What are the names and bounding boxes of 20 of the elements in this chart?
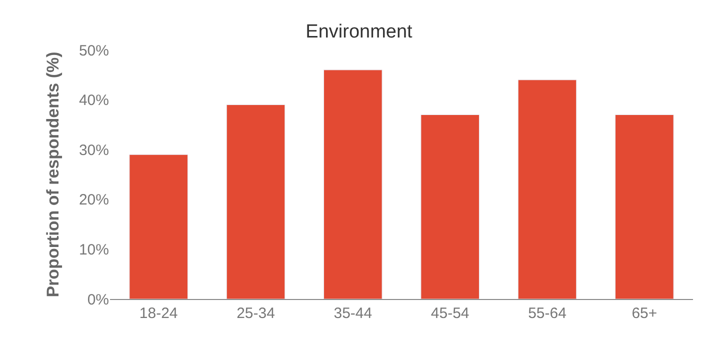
y-tick-label: 10% [78, 241, 109, 258]
x-tick-label: 25-34 [236, 305, 275, 322]
x-tick-label: 45-54 [430, 305, 470, 322]
y-tick-label: 50% [78, 42, 109, 60]
bar [129, 154, 188, 299]
y-axis-title: Proportion of respondents (%) [44, 52, 63, 298]
y-tick-label: 20% [78, 192, 109, 209]
bar [324, 70, 382, 299]
y-tick-label: 0% [87, 291, 109, 308]
x-tick-label: 65+ [632, 305, 658, 322]
bar [420, 114, 480, 299]
bar [226, 104, 286, 299]
y-tick-label: 40% [78, 92, 109, 110]
bar [615, 114, 674, 299]
x-tick-label: 35-44 [334, 305, 372, 322]
x-tick-label: 55-64 [528, 305, 566, 322]
chart-title: Environment [306, 21, 414, 42]
bar [518, 80, 577, 299]
y-tick-label: 30% [78, 142, 109, 159]
x-tick-label: 18-24 [139, 305, 178, 322]
